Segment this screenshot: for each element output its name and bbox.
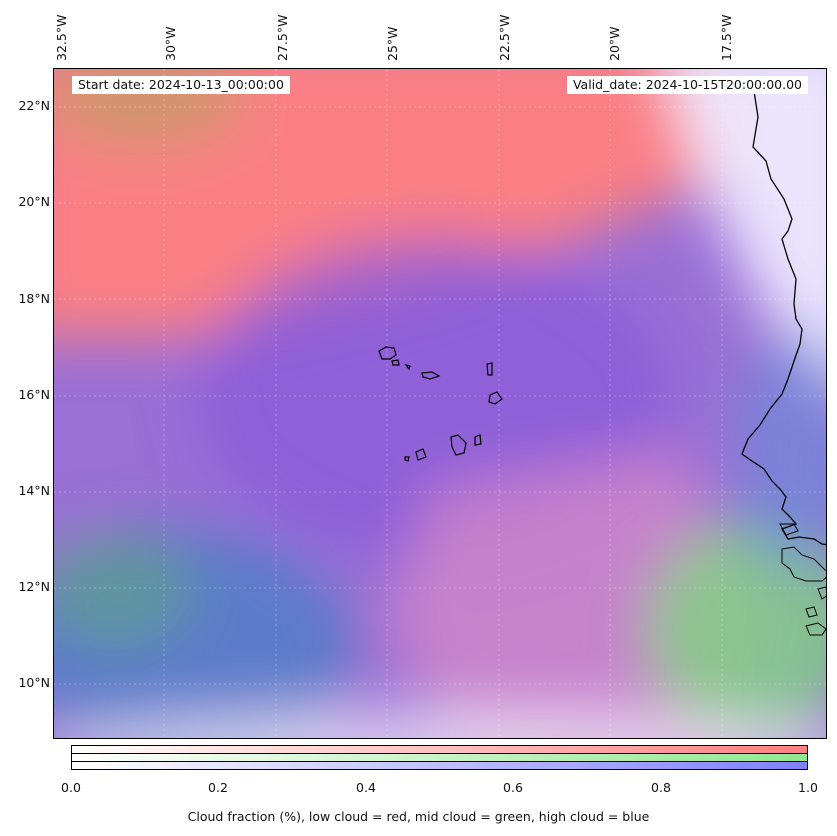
lat-label-20n: 20°N xyxy=(18,194,50,209)
lon-label-30w: 30°W xyxy=(163,26,178,61)
lon-label-27-5w: 27.5°W xyxy=(275,14,290,61)
island-santo-antao xyxy=(378,346,397,360)
lat-label-18n: 18°N xyxy=(18,291,50,306)
coastline-west-africa xyxy=(741,90,826,546)
high-cloud-east xyxy=(734,329,826,569)
graticule xyxy=(54,69,826,738)
coastline-gambia-detail xyxy=(779,523,799,536)
colorbar-low-cloud xyxy=(71,745,808,754)
mid-cloud-southeast xyxy=(644,519,826,738)
colorbar-tick-1-0: 1.0 xyxy=(798,780,818,795)
colorbar-tick-0-2: 0.2 xyxy=(208,780,228,795)
colorbar-tick-0-6: 0.6 xyxy=(503,780,523,795)
lat-label-14n: 14°N xyxy=(18,483,50,498)
lon-label-20w: 20°W xyxy=(607,26,622,61)
cape-verde-islands xyxy=(378,346,503,462)
island-fogo xyxy=(415,448,427,461)
lat-label-16n: 16°N xyxy=(18,387,50,402)
lon-label-32-5w: 32.5°W xyxy=(54,14,69,61)
bottom-haze xyxy=(54,709,826,738)
coastline-bissagos xyxy=(817,586,826,600)
valid-date-label: Valid_date: 2024-10-15T20:00:00.00 xyxy=(566,76,808,94)
lat-label-12n: 12°N xyxy=(18,579,50,594)
lon-label-22-5w: 22.5°W xyxy=(497,14,512,61)
lon-label-17-5w: 17.5°W xyxy=(719,14,734,61)
island-sao-vicente xyxy=(391,359,400,366)
colorbar-tick-0-8: 0.8 xyxy=(651,780,671,795)
coastline-island-south xyxy=(805,606,818,618)
mid-cloud-southwest xyxy=(54,529,194,649)
coastline-guinea xyxy=(805,622,826,636)
start-date-label: Start date: 2024-10-13_00:00:00 xyxy=(72,76,290,94)
colorbar-mid-cloud xyxy=(71,753,808,762)
island-maio xyxy=(474,434,482,446)
coastline-guinea-bissau xyxy=(781,546,826,582)
island-brava xyxy=(404,456,410,462)
colorbar-tick-0-4: 0.4 xyxy=(356,780,376,795)
island-sao-nicolau xyxy=(421,371,441,380)
colorbar-label: Cloud fraction (%), low cloud = red, mid… xyxy=(187,809,650,824)
cloud-layers xyxy=(54,69,826,738)
colorbar xyxy=(71,745,808,770)
low-cloud-band-north xyxy=(54,69,774,339)
island-santiago xyxy=(450,434,467,456)
lat-label-22n: 22°N xyxy=(18,98,50,113)
colorbar-high-cloud xyxy=(71,761,808,770)
island-boa-vista xyxy=(488,391,503,405)
map-canvas xyxy=(54,69,826,738)
island-sal xyxy=(486,362,493,376)
colorbar-tick-0: 0.0 xyxy=(61,780,81,795)
island-santa-luzia xyxy=(404,364,411,371)
lat-label-10n: 10°N xyxy=(18,675,50,690)
cloud-fraction-map xyxy=(53,68,827,739)
lon-label-25w: 25°W xyxy=(385,26,400,61)
clear-sky-upper-right xyxy=(666,69,826,389)
